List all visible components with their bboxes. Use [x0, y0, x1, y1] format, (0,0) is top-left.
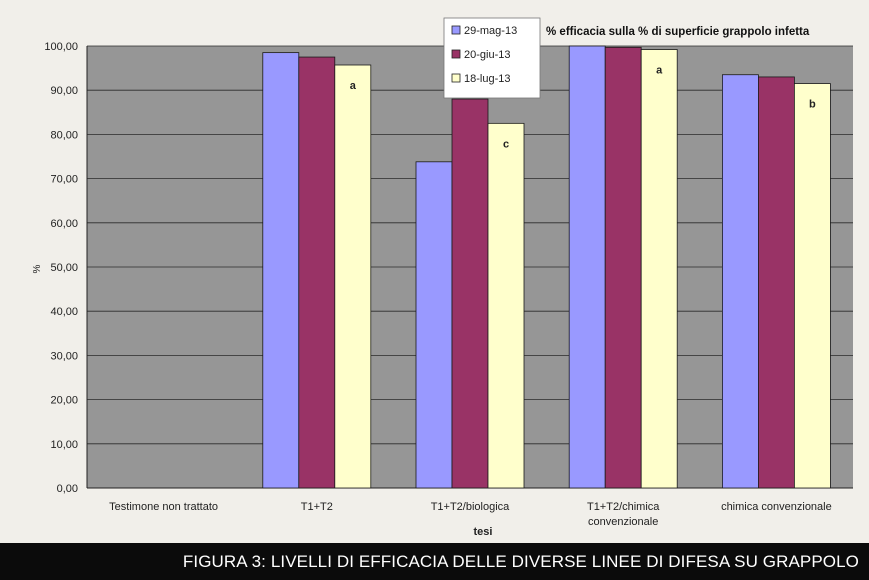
figure-caption: FIGURA 3: LIVELLI DI EFFICACIA DELLE DIV… [0, 543, 869, 580]
y-tick-label: 50,00 [50, 262, 78, 274]
x-tick-label: chimica convenzionale [721, 501, 832, 513]
bar [640, 49, 678, 489]
legend-label: 20-giu-13 [464, 49, 510, 61]
bar [298, 56, 336, 489]
y-tick-label: 100,00 [44, 41, 78, 53]
bar [262, 52, 300, 489]
y-tick-label: 70,00 [50, 174, 78, 186]
chart-title: % efficacia sulla % di superficie grappo… [546, 26, 810, 38]
legend-swatch [451, 49, 461, 59]
y-tick-label: 20,00 [50, 395, 78, 407]
bar [722, 74, 759, 489]
significance-letter: b [809, 99, 816, 111]
x-axis-label: tesi [474, 526, 493, 538]
legend-label: 18-lug-13 [464, 73, 510, 85]
y-tick-label: 80,00 [50, 129, 78, 141]
legend: 29-mag-13 20-giu-13 18-lug-13 [443, 17, 541, 99]
significance-letter: a [350, 80, 357, 92]
x-tick-label: Testimone non trattato [109, 501, 218, 513]
y-tick-label: 0,00 [57, 483, 78, 495]
bar [794, 83, 831, 489]
bar [451, 98, 489, 489]
x-tick-label: T1+T2 [301, 501, 333, 513]
bar [758, 76, 795, 489]
y-tick-label: 60,00 [50, 218, 78, 230]
bar [415, 161, 453, 489]
y-tick-label: 90,00 [50, 85, 78, 97]
bar [568, 45, 606, 489]
legend-swatch [451, 25, 461, 35]
significance-letter: a [656, 65, 663, 77]
y-tick-label: 40,00 [50, 306, 78, 318]
x-tick-label: T1+T2/chimica convenzionale [587, 501, 660, 528]
bar [334, 64, 372, 489]
legend-label: 29-mag-13 [464, 25, 517, 37]
y-tick-label: 10,00 [50, 439, 78, 451]
legend-swatch [451, 73, 461, 83]
bar [487, 122, 525, 489]
bar [604, 46, 642, 489]
y-tick-label: 30,00 [50, 350, 78, 362]
x-tick-label: T1+T2/biologica [431, 501, 510, 513]
significance-letter: c [503, 138, 509, 150]
y-axis-label: % [32, 264, 43, 273]
bar-chart: 0,00 10,00 20,00 30,00 40,00 50,00 60,00 70,00 8… [32, 17, 853, 538]
